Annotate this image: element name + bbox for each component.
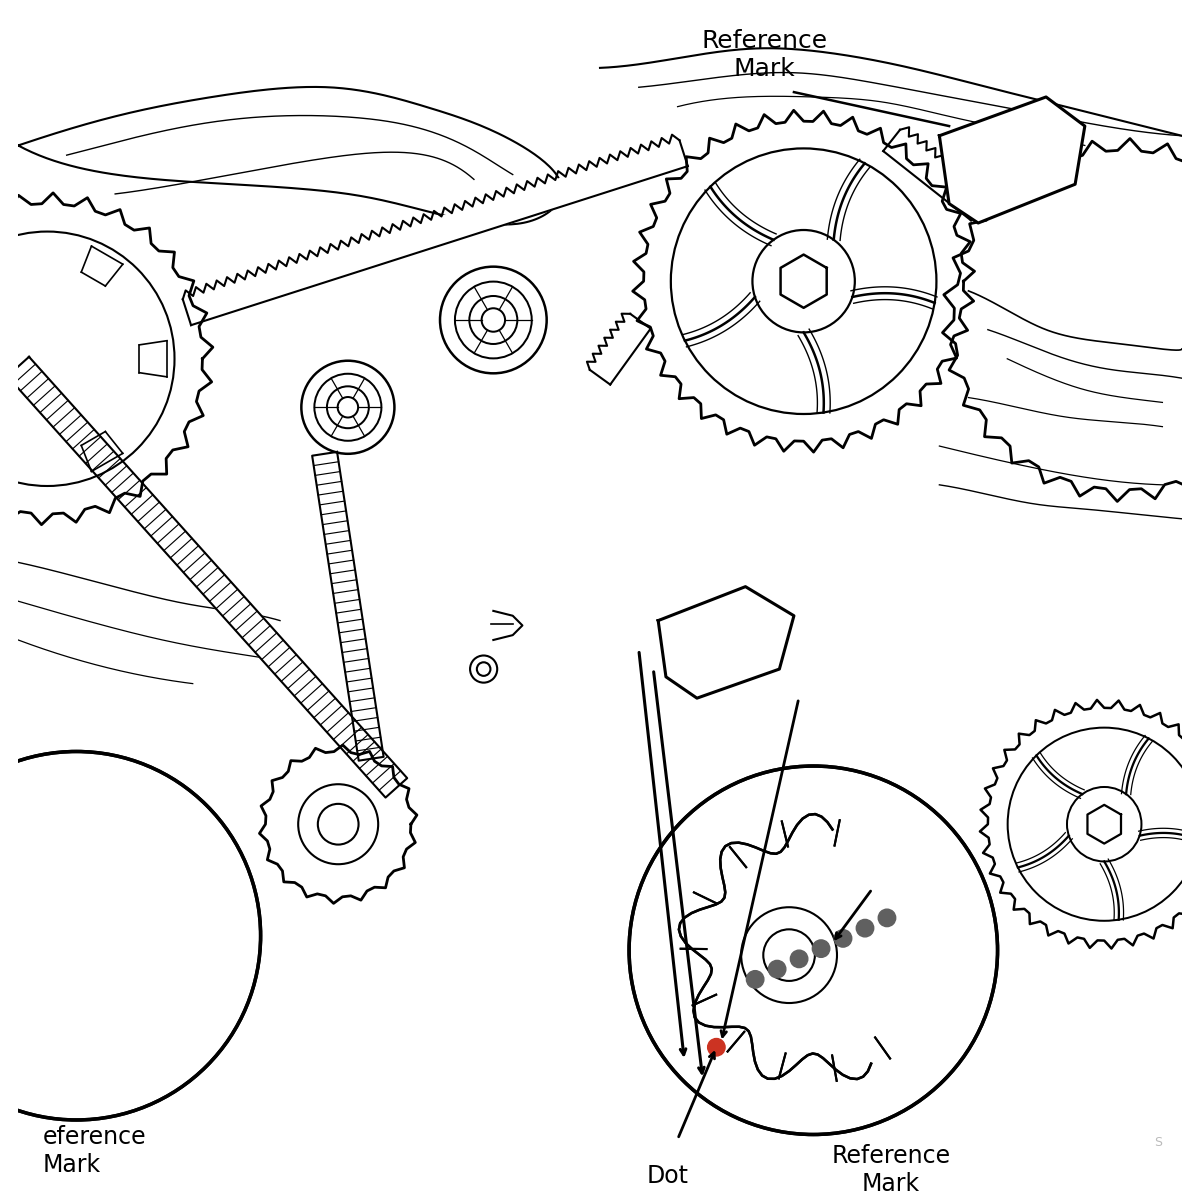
Circle shape	[812, 940, 829, 958]
Polygon shape	[940, 97, 1085, 223]
Circle shape	[857, 919, 874, 937]
Polygon shape	[589, 314, 650, 384]
Circle shape	[878, 910, 895, 926]
Circle shape	[708, 1038, 725, 1056]
Circle shape	[0, 755, 257, 1116]
Polygon shape	[182, 140, 688, 325]
Circle shape	[834, 930, 852, 947]
Text: Reference
Mark: Reference Mark	[702, 29, 828, 80]
Circle shape	[746, 971, 764, 988]
Text: Dot: Dot	[647, 1164, 689, 1188]
Circle shape	[768, 960, 786, 978]
Polygon shape	[7, 356, 407, 798]
Polygon shape	[312, 452, 384, 761]
Text: S: S	[1154, 1136, 1163, 1150]
Polygon shape	[658, 587, 794, 698]
Circle shape	[631, 768, 996, 1133]
Text: Reference
Mark: Reference Mark	[832, 1145, 950, 1196]
Text: eference
Mark: eference Mark	[42, 1124, 146, 1177]
Circle shape	[791, 950, 808, 967]
Polygon shape	[883, 130, 988, 221]
